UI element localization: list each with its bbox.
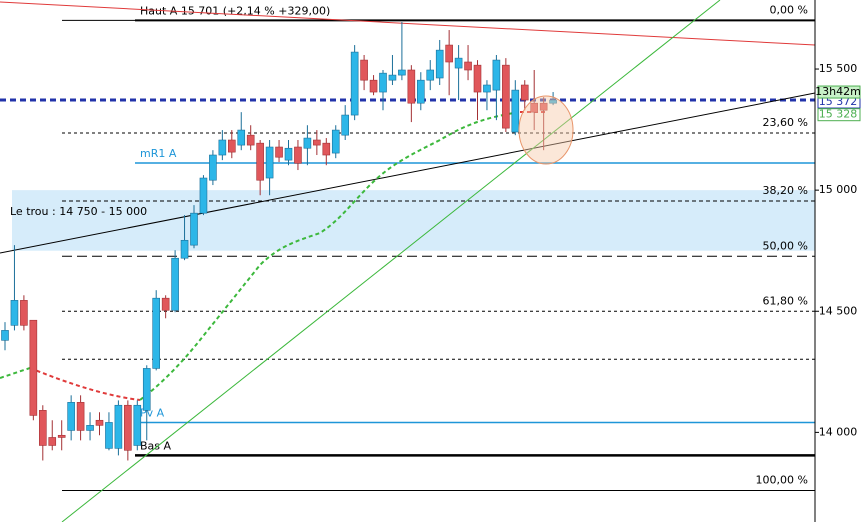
candle-body (492, 59, 501, 91)
candle-body (350, 51, 359, 116)
level-label: Haut A 15 701 (+2,14 % +329,00) (140, 4, 330, 17)
candle-body (246, 134, 255, 146)
candle-body (379, 72, 387, 93)
candle-body (228, 139, 236, 153)
candle-body (530, 102, 539, 113)
fib-label: 50,00 % (763, 239, 808, 252)
candle-body (57, 434, 66, 438)
candle-body (331, 129, 340, 154)
ma-label: 15 328 (819, 108, 858, 121)
candle-body (133, 404, 142, 446)
candle-body (549, 99, 557, 104)
candle-body (473, 64, 482, 93)
axis-background (815, 0, 863, 522)
candle-layer (1, 22, 557, 461)
candle-body (275, 146, 283, 158)
candle-body (322, 142, 331, 156)
candle-body (539, 102, 548, 111)
moving-average-down (29, 367, 141, 401)
candle-body (284, 147, 293, 161)
candle-body (256, 142, 264, 181)
candle-body (29, 319, 38, 416)
candle-body (48, 437, 57, 446)
candle-body (142, 368, 151, 411)
candle-body (171, 257, 179, 311)
level-label: mR1 A (140, 147, 177, 160)
candle-body (180, 239, 189, 259)
moving-average (0, 367, 31, 379)
candle-body (67, 402, 75, 431)
candle-body (294, 146, 302, 164)
candle-body (161, 297, 170, 311)
y-tick-label: 14 000 (819, 425, 858, 438)
fib-label: 61,80 % (763, 294, 808, 307)
candle-body (426, 69, 435, 81)
fib-label: 23,60 % (763, 116, 808, 129)
candle-body (388, 74, 397, 81)
candle-body (237, 129, 246, 146)
candle-body (114, 404, 123, 449)
time-box (817, 85, 861, 99)
candle-body (520, 84, 529, 101)
time-label: 13h42m (815, 85, 861, 98)
level-label: Bas A (140, 439, 172, 452)
candle-body (86, 425, 94, 431)
candle-body (152, 297, 160, 369)
candle-body (76, 402, 85, 431)
candle-body (454, 57, 463, 69)
candle-body (10, 300, 19, 326)
candle-body (218, 139, 227, 156)
zone-label: Le trou : 14 750 - 15 000 (10, 205, 147, 218)
fib-label: 0,00 % (770, 3, 808, 16)
candle-body (398, 69, 406, 76)
candle-body (124, 404, 132, 451)
candle-body (511, 89, 520, 133)
candle-body (313, 139, 321, 146)
candle-body (464, 61, 472, 71)
candle-body (105, 422, 113, 449)
candle-body (407, 69, 416, 104)
candle-body (1, 330, 9, 341)
candle-body (199, 177, 208, 214)
candle-body (416, 79, 425, 104)
candle-body (360, 59, 368, 81)
candle-body (483, 84, 491, 93)
candle-body (435, 49, 444, 79)
candle-body (369, 79, 378, 93)
level-layer: 0,00 % 23,60 % 38,20 % 50,00 % 61,80 % 100,00… (0, 3, 815, 492)
uptrend-line (61, 0, 721, 522)
candle-body (20, 300, 28, 326)
candle-body (502, 64, 510, 129)
ma-label-box (817, 108, 861, 122)
fib-label: 100,00 % (756, 474, 808, 487)
candle-body (209, 154, 217, 181)
resistance-trendline (0, 1, 816, 46)
candle-body (95, 419, 104, 426)
support-trendline (0, 92, 816, 254)
y-tick-label: 15 500 (819, 62, 858, 75)
candle-body (303, 137, 312, 149)
y-tick-label: 14 500 (819, 304, 858, 317)
fib-label: 38,20 % (763, 184, 808, 197)
candle-body (190, 212, 198, 246)
candle-body (38, 410, 47, 446)
moving-average-up (139, 111, 521, 401)
candle-body (265, 146, 274, 179)
gap-zone (12, 190, 815, 251)
zone-layer: Le trou : 14 750 - 15 000 (10, 190, 815, 251)
highlight-ellipse (518, 95, 574, 165)
candle-body (445, 44, 453, 63)
candle-body (341, 114, 350, 136)
y-tick-label: 15 000 (819, 183, 858, 196)
